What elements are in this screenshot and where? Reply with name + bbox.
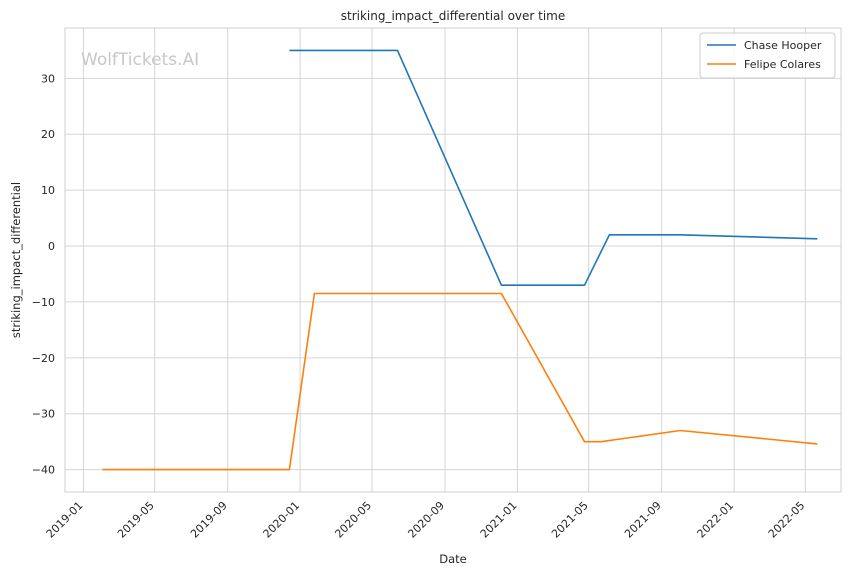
legend: Chase Hooper Felipe Colares <box>699 32 836 79</box>
legend-label-felipe-colares: Felipe Colares <box>744 58 821 71</box>
x-tick-label: 2021-09 <box>622 499 664 541</box>
x-tick-label: 2021-05 <box>549 499 591 541</box>
y-tick-label: −20 <box>32 352 55 365</box>
y-tick-label: 30 <box>41 72 55 85</box>
y-tick-label: −30 <box>32 408 55 421</box>
x-tick-label: 2022-01 <box>695 499 737 541</box>
y-tick-label: −40 <box>32 464 55 477</box>
watermark: WolfTickets.AI <box>81 50 199 70</box>
x-tick-label: 2020-09 <box>405 499 447 541</box>
x-tick-label: 2020-05 <box>332 499 374 541</box>
chart-title: striking_impact_differential over time <box>341 9 566 23</box>
x-tick-label: 2021-01 <box>478 499 520 541</box>
legend-label-chase-hooper: Chase Hooper <box>744 39 822 52</box>
x-tick-label: 2022-05 <box>766 499 808 541</box>
y-axis-label: striking_impact_differential <box>9 182 23 338</box>
x-tick-label: 2020-01 <box>261 499 303 541</box>
series-line-chase-hooper <box>289 49 818 287</box>
x-axis-ticks: 2019-01 2019-05 2019-09 2020-01 2020-05 2020-… <box>44 499 808 541</box>
y-tick-label: 0 <box>48 240 55 253</box>
x-axis-label: Date <box>439 552 467 566</box>
y-tick-label: 10 <box>41 184 55 197</box>
y-axis-ticks: 30 20 10 0 −10 −20 −30 −40 <box>32 72 55 476</box>
plot-area-frame <box>64 27 842 493</box>
x-tick-label: 2019-01 <box>44 499 86 541</box>
series-lines <box>102 49 818 471</box>
series-line-felipe-colares <box>102 292 818 471</box>
y-tick-label: 20 <box>41 128 55 141</box>
x-tick-label: 2019-05 <box>115 499 157 541</box>
x-tick-label: 2019-09 <box>188 499 230 541</box>
y-tick-label: −10 <box>32 296 55 309</box>
grid <box>65 28 841 492</box>
